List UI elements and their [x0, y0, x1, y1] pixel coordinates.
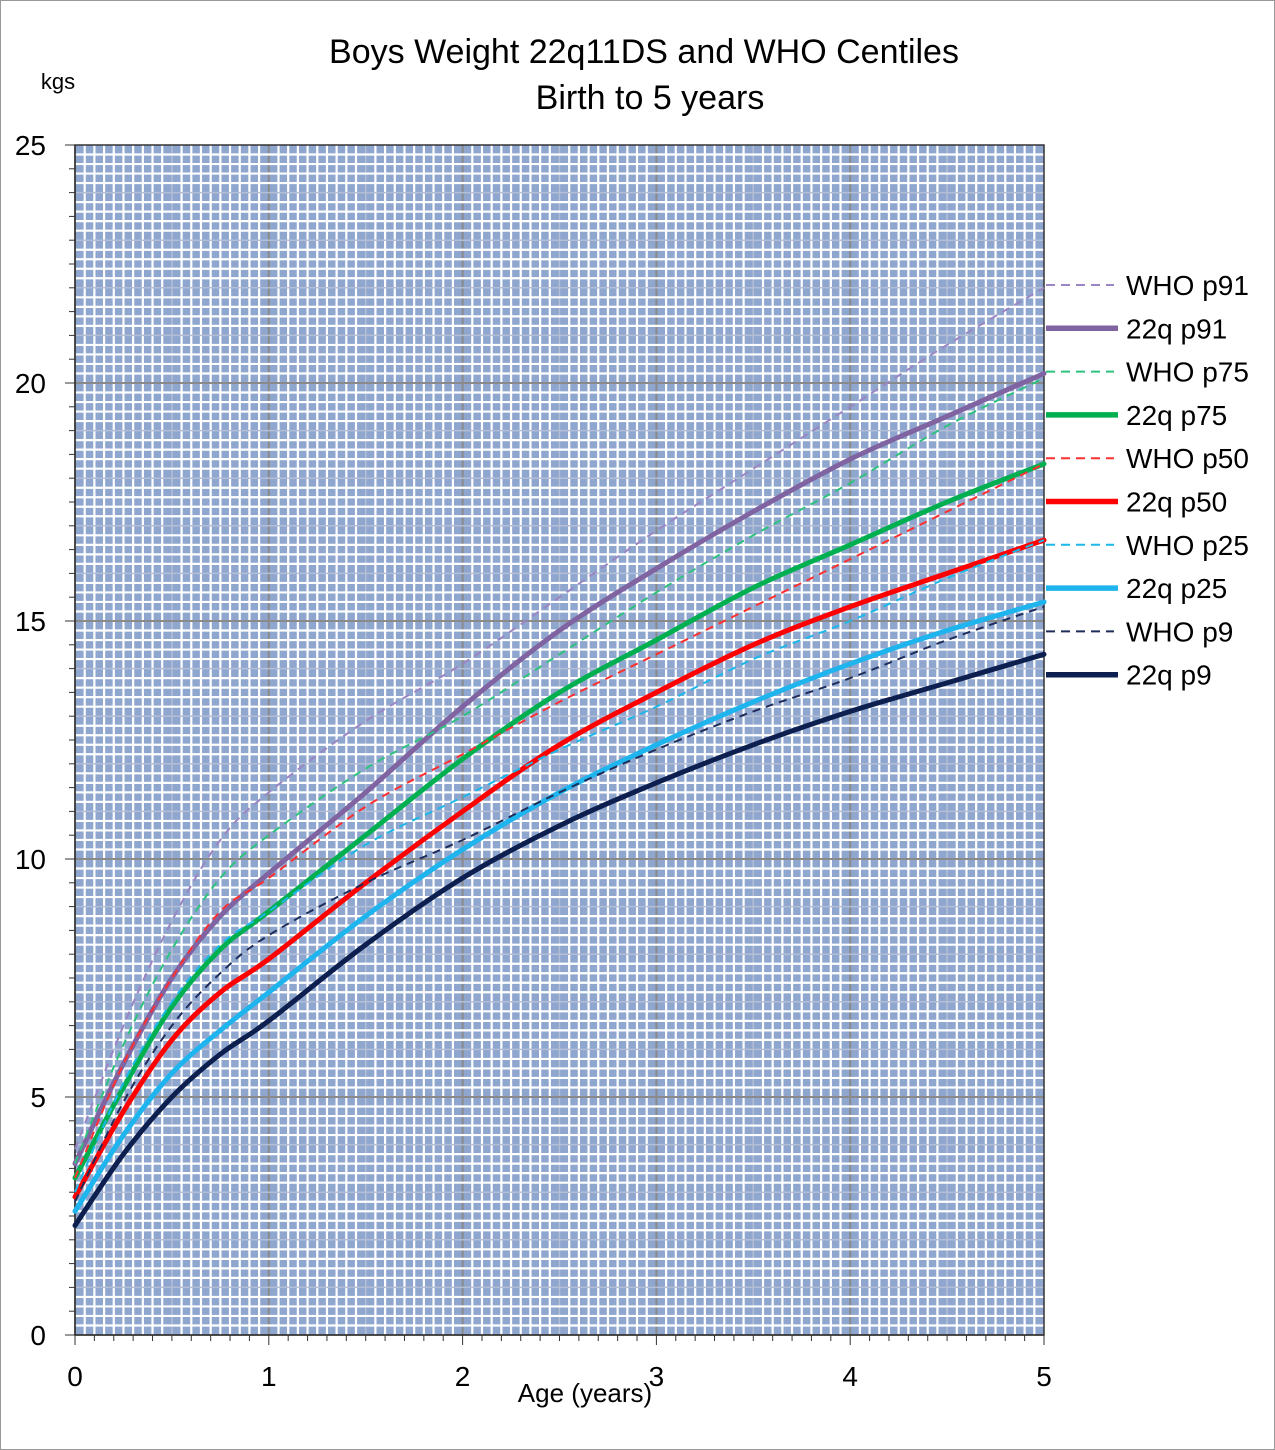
x-tick-label: 5 [1036, 1361, 1052, 1392]
series-who-p25 [74, 539, 1045, 1193]
x-tick-label: 1 [261, 1361, 277, 1392]
legend-label-who-p25: WHO p25 [1126, 530, 1249, 561]
x-tick-label: 3 [649, 1361, 665, 1392]
chart-title: Boys Weight 22q11DS and WHO Centiles [329, 33, 959, 71]
x-axis-label: Age (years) [518, 1378, 652, 1408]
legend-label-who-p91: WHO p91 [1126, 270, 1249, 301]
x-tick-label: 0 [67, 1361, 83, 1392]
chart-subtitle: Birth to 5 years [536, 79, 765, 117]
legend-label-22q-p50: 22q p50 [1126, 487, 1227, 518]
series-layer [72, 286, 1047, 1228]
legend: WHO p91 22q p91 WHO p75 22q p75 WHO p50 22q p… [1046, 270, 1249, 691]
legend-label-who-p50: WHO p50 [1126, 443, 1249, 474]
series-22q-p50 [72, 537, 1047, 1200]
grid [74, 144, 1045, 1336]
series-who-p91 [74, 286, 1045, 1150]
legend-label-who-p9: WHO p9 [1126, 616, 1233, 647]
y-tick-label: 5 [30, 1082, 46, 1113]
axes: 0 5 10 15 20 25 0 1 2 3 4 5 [15, 130, 1052, 1392]
y-tick-label: 0 [30, 1320, 46, 1351]
series-22q-p75 [72, 461, 1047, 1181]
series-22q-p91 [72, 371, 1047, 1167]
y-tick-label: 25 [15, 130, 46, 161]
y-axis-label: kgs [41, 69, 75, 94]
series-who-p9 [74, 605, 1045, 1203]
legend-label-22q-p25: 22q p25 [1126, 573, 1227, 604]
legend-label-22q-p9: 22q p9 [1126, 660, 1212, 691]
y-tick-label: 10 [15, 844, 46, 875]
legend-label-who-p75: WHO p75 [1126, 357, 1249, 388]
series-22q-p9 [72, 651, 1047, 1228]
x-tick-label: 4 [842, 1361, 858, 1392]
y-tick-label: 20 [15, 368, 46, 399]
series-22q-p25 [72, 599, 1047, 1214]
x-tick-label: 2 [455, 1361, 471, 1392]
legend-label-22q-p91: 22q p91 [1126, 313, 1227, 344]
series-who-p50 [74, 463, 1045, 1179]
series-who-p75 [74, 377, 1045, 1164]
legend-label-22q-p75: 22q p75 [1126, 400, 1227, 431]
y-tick-label: 15 [15, 606, 46, 637]
